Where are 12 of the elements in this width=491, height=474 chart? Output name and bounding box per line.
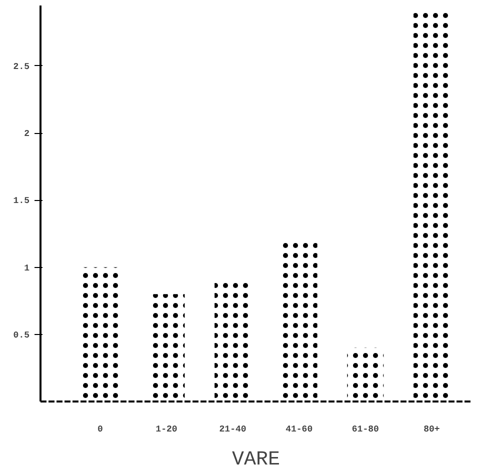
y-tick-label: 0.5 [13,330,30,340]
x-tick-label: 0 [97,424,103,434]
x-tick-label: 41-60 [286,424,313,434]
y-tick-label: 1 [24,263,30,274]
x-tick-label: 61-80 [352,424,379,434]
x-axis-title: VARE [232,448,280,472]
y-tick-label: 2 [24,129,30,140]
x-tick-label: 1-20 [156,424,178,434]
x-tick-label: 21-40 [219,424,246,434]
y-tick-label: 2.5 [13,62,30,72]
y-tick-label: 1.5 [13,196,30,206]
x-tick-label: 80+ [424,424,440,434]
